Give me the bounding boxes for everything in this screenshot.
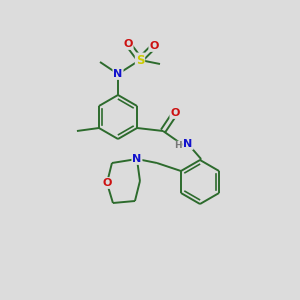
- Text: S: S: [136, 53, 144, 67]
- Text: O: O: [149, 41, 159, 51]
- Text: O: O: [102, 178, 112, 188]
- Text: O: O: [170, 108, 180, 118]
- Text: N: N: [183, 139, 193, 149]
- Text: O: O: [123, 39, 133, 49]
- Text: N: N: [113, 69, 123, 79]
- Text: N: N: [132, 154, 142, 164]
- Text: H: H: [174, 142, 182, 151]
